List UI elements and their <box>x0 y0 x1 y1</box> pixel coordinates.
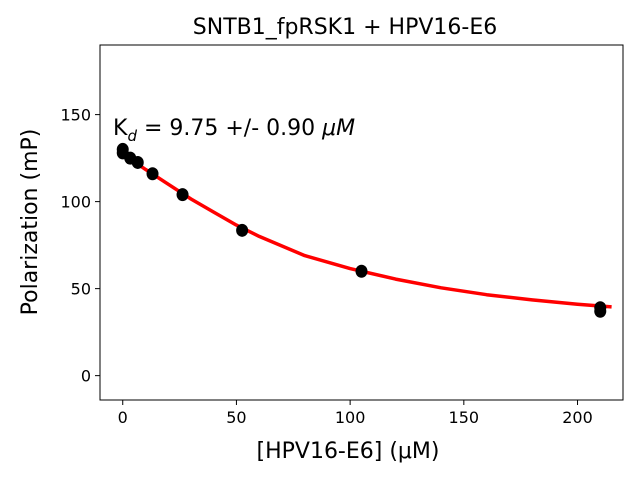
x-tick-label: 50 <box>226 408 246 427</box>
y-axis-label: Polarization (mP) <box>18 129 43 316</box>
y-tick-label: 0 <box>81 367 91 386</box>
kd-value: = 9.75 +/- 0.90 <box>137 116 322 141</box>
y-axis: 0 50 100 150 <box>60 106 100 386</box>
data-point <box>355 264 368 278</box>
x-axis: 0 50 100 150 200 <box>118 400 593 427</box>
kd-annotation: Kd = 9.75 +/- 0.90 μM <box>113 116 355 145</box>
data-point <box>176 188 189 202</box>
x-tick-label: 100 <box>335 408 366 427</box>
kd-unit: μM <box>321 116 355 141</box>
kd-subscript: d <box>127 127 137 145</box>
y-tick-label: 50 <box>71 280 91 299</box>
data-point <box>131 155 144 169</box>
y-tick-label: 100 <box>60 193 91 212</box>
data-point <box>236 223 249 237</box>
plot-area <box>99 44 624 401</box>
fit-curve <box>121 152 612 309</box>
x-axis-label: [HPV16-E6] (μM) <box>257 439 440 464</box>
chart-title: SNTB1_fpRSK1 + HPV16-E6 <box>193 15 497 40</box>
kd-prefix: K <box>113 116 128 141</box>
y-tick-label: 150 <box>60 106 91 125</box>
x-tick-label: 0 <box>118 408 128 427</box>
x-tick-label: 150 <box>449 408 480 427</box>
data-point <box>146 167 159 181</box>
x-tick-label: 200 <box>562 408 593 427</box>
data-point <box>594 304 607 318</box>
series-layer <box>116 142 612 318</box>
